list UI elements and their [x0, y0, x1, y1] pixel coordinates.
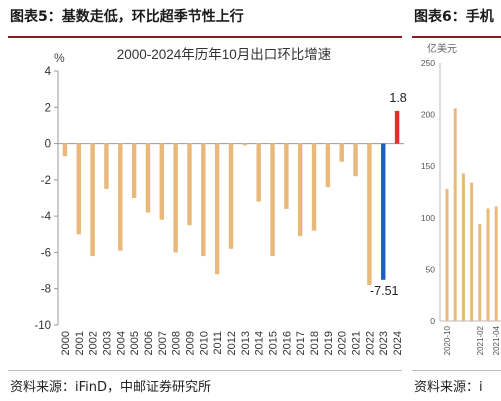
chart1-bar-2018 — [311, 143, 317, 231]
chart1-x-label: 2017 — [295, 331, 307, 355]
chart1-y-tick-label: -2 — [41, 175, 51, 187]
chart1-bar-2004 — [118, 143, 123, 251]
chart1-x-label: 2003 — [101, 331, 113, 355]
chart1-x-label: 2012 — [226, 331, 238, 355]
figure5-source: 资料来源：iFinD，中邮证券研究所 — [10, 380, 212, 395]
chart1-x-label: 2021 — [351, 331, 363, 355]
chart1-y-tick-label: 4 — [45, 66, 52, 78]
chart2-y-tick-label: 100 — [421, 213, 435, 223]
chart1-bar-2022 — [367, 143, 372, 286]
chart1-x-label: 2016 — [281, 331, 293, 355]
chart1-x-label: 2001 — [74, 331, 86, 355]
chart1-x-label: 2013 — [240, 331, 252, 355]
chart1-bar-2013 — [242, 143, 248, 146]
chart1-x-label: 2000 — [60, 331, 72, 355]
chart1-bar-2009 — [187, 143, 192, 226]
chart1-bar-2001 — [76, 143, 81, 235]
chart2-x-label: 2021-04 — [492, 325, 501, 355]
chart2-y-unit: 亿美元 — [427, 42, 457, 55]
chart1-data-label-2024: 1.8 — [389, 91, 406, 105]
chart1-y-unit: % — [54, 51, 65, 65]
chart1-x-label: 2018 — [309, 331, 321, 355]
chart1-y-tick-label: 0 — [45, 139, 51, 151]
chart1-y-tick-label: -8 — [41, 284, 51, 296]
figure5-title-rule — [8, 36, 402, 38]
chart1-x-label: 2014 — [254, 331, 266, 355]
chart1-x-label: 2005 — [129, 331, 141, 355]
chart1-x-label: 2020 — [337, 331, 349, 355]
chart1-x-label: 2002 — [88, 331, 100, 355]
figure6-bottom-rule — [412, 370, 501, 371]
chart1-x-label: 2019 — [323, 331, 335, 355]
chart2-bar — [445, 188, 449, 321]
chart1-bar-2021 — [353, 143, 358, 177]
chart1-x-label: 2015 — [268, 331, 280, 355]
figure5-bottom-rule — [8, 370, 402, 371]
chart1-bar-2019 — [325, 143, 331, 188]
chart1-x-label: 2011 — [212, 331, 224, 355]
chart1-y-tick-label: -10 — [34, 320, 51, 332]
chart2-y-tick-label: 150 — [421, 161, 435, 171]
chart2-bar — [478, 223, 482, 321]
chart1-bar-2003 — [104, 143, 109, 189]
chart1-bar-2014 — [256, 143, 261, 202]
chart1-x-label: 2008 — [171, 331, 183, 355]
chart1-bar-2000 — [62, 143, 68, 157]
chart1-data-label-2023: -7.51 — [370, 284, 399, 298]
figure6-title: 图表6：手机 — [414, 9, 494, 25]
chart2-bar — [470, 182, 474, 321]
chart1-bar-2017 — [297, 143, 303, 237]
chart1-x-label: 2004 — [115, 331, 127, 355]
chart1-y-tick-label: -6 — [41, 247, 51, 259]
figure5-title: 图表5：基数走低，环比超季节性上行 — [10, 9, 244, 25]
chart2-y-tick-label: 50 — [426, 264, 436, 274]
chart2-bar — [486, 208, 490, 321]
chart1-x-label: 2007 — [157, 331, 169, 355]
chart1-bar-2016 — [284, 143, 289, 209]
chart2-y-tick-label: 0 — [430, 316, 435, 326]
chart1-bar-2012 — [228, 143, 234, 249]
chart2-y-tick-label: 200 — [421, 110, 435, 120]
chart1-x-label: 2006 — [143, 331, 155, 355]
chart1-bar-2006 — [145, 143, 151, 213]
chart1-bar-2011 — [214, 143, 220, 275]
chart1-x-label: 2023 — [378, 331, 390, 355]
chart1-bar-2005 — [131, 143, 137, 198]
chart1-x-label: 2022 — [364, 331, 376, 355]
chart1-bar-2023 — [381, 143, 386, 280]
chart1-bar-2015 — [270, 143, 275, 257]
chart1-title: 2000-2024年历年10月出口环比增速 — [117, 47, 332, 62]
chart1-bar-2002 — [90, 143, 95, 257]
chart2-x-label: 2020-10 — [443, 325, 452, 355]
chart2-x-label: 2021-02 — [476, 325, 485, 355]
chart1-bar-2024 — [394, 110, 400, 144]
chart1-bar-2020 — [339, 143, 344, 162]
chart2-y-tick-label: 250 — [421, 58, 435, 68]
chart1-x-label: 2009 — [184, 331, 196, 355]
figure6-title-rule — [412, 36, 501, 38]
chart2-bar — [461, 173, 465, 321]
figure6-source: 资料来源：i — [414, 380, 483, 395]
chart1-x-label: 2010 — [198, 331, 210, 355]
chart2-bar — [453, 108, 457, 322]
chart2-bar — [494, 206, 498, 321]
chart1-bar-2007 — [159, 143, 165, 220]
chart1-bar-2010 — [201, 143, 206, 257]
chart1-y-tick-label: -4 — [41, 211, 52, 223]
chart1-y-tick-label: 2 — [45, 102, 51, 114]
chart1-bar-2008 — [173, 143, 178, 253]
chart1-x-label: 2024 — [392, 331, 404, 355]
